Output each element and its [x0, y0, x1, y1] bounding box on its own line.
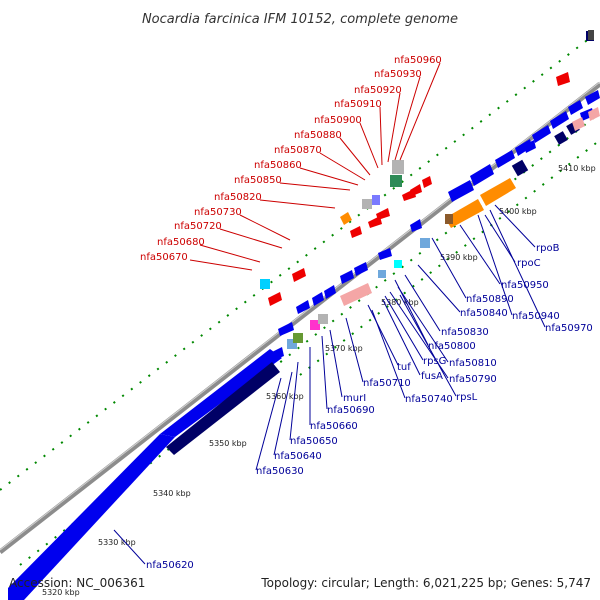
kbp-tick-labels: 5320 kbp 5330 kbp 5340 kbp 5350 kbp 5360… [42, 164, 596, 597]
red-genes [268, 72, 570, 306]
gene-label: fusA [421, 371, 443, 382]
gene-label: rpsL [456, 392, 478, 403]
blue-leader-lines [113, 204, 546, 565]
gene-label: nfa50660 [310, 421, 358, 432]
gene-label: nfa50900 [314, 115, 362, 126]
kbp-tick-label: 5400 kbp [499, 207, 537, 216]
gene-band-blue [8, 349, 282, 600]
kbp-tick-label: 5410 kbp [558, 164, 596, 173]
gene-label: rpoC [517, 258, 541, 269]
rrna-operon [340, 178, 516, 228]
gene-label: nfa50650 [290, 436, 338, 447]
gene-label: nfa50830 [441, 327, 489, 338]
gene-label: nfa50920 [354, 85, 402, 96]
gene-band-navy [166, 362, 280, 455]
gene-label: nfa50680 [157, 237, 205, 248]
gene-label: nfa50790 [449, 374, 497, 385]
blue-gene-labels: rpoB rpoC nfa50950 nfa50890 nfa50940 nfa… [146, 243, 593, 571]
gene-label: nfa50910 [334, 99, 382, 110]
gene-label: rpsG [423, 356, 446, 367]
red-gene-labels: nfa50960 nfa50930 nfa50920 nfa50910 nfa5… [140, 55, 442, 263]
kbp-tick-label: 5390 kbp [440, 253, 478, 262]
gene-label: murI [343, 393, 366, 404]
gene-label: nfa50640 [274, 451, 322, 462]
kbp-tick-label: 5370 kbp [325, 344, 363, 353]
gene-label: nfa50870 [274, 145, 322, 156]
map-title: Nocardia farcinica IFM 10152, complete g… [142, 12, 458, 27]
gene-label: nfa50810 [449, 358, 497, 369]
gene-label: nfa50950 [501, 280, 549, 291]
kbp-tick-label: 5320 kbp [42, 588, 80, 597]
gene-label: nfa50670 [140, 252, 188, 263]
gene-label: nfa50960 [394, 55, 442, 66]
gene-label: nfa50860 [254, 160, 302, 171]
gene-label: nfa50820 [214, 192, 262, 203]
gene-label: nfa50690 [327, 405, 375, 416]
gene-label: nfa50840 [460, 308, 508, 319]
gene-label: nfa50970 [545, 323, 593, 334]
gene-label: nfa50930 [374, 69, 422, 80]
kbp-tick-label: 5330 kbp [98, 538, 136, 547]
gene-label: nfa50880 [294, 130, 342, 141]
kbp-tick-label: 5360 kbp [266, 392, 304, 401]
gene-label: nfa50620 [146, 560, 194, 571]
gene-label: nfa50630 [256, 466, 304, 477]
misc-features [260, 30, 600, 349]
accession-text: Accession: NC_006361 [9, 576, 145, 590]
red-leader-lines [189, 62, 441, 271]
gene-label: nfa50890 [466, 294, 514, 305]
gene-label: nfa50720 [174, 221, 222, 232]
gene-label: nfa50800 [428, 341, 476, 352]
gene-label: nfa50710 [363, 378, 411, 389]
genome-summary-text: Topology: circular; Length: 6,021,225 bp… [260, 576, 591, 590]
kbp-tick-label: 5350 kbp [209, 439, 247, 448]
navy-genes [511, 31, 594, 177]
gene-label: nfa50730 [194, 207, 242, 218]
gene-label: nfa50940 [512, 311, 560, 322]
gene-label: nfa50740 [405, 394, 453, 405]
kbp-tick-label: 5380 kbp [381, 298, 419, 307]
gene-label: rpoB [536, 243, 560, 254]
gene-label: nfa50850 [234, 175, 282, 186]
kbp-tick-label: 5340 kbp [153, 489, 191, 498]
gene-label: tuf [397, 362, 411, 373]
